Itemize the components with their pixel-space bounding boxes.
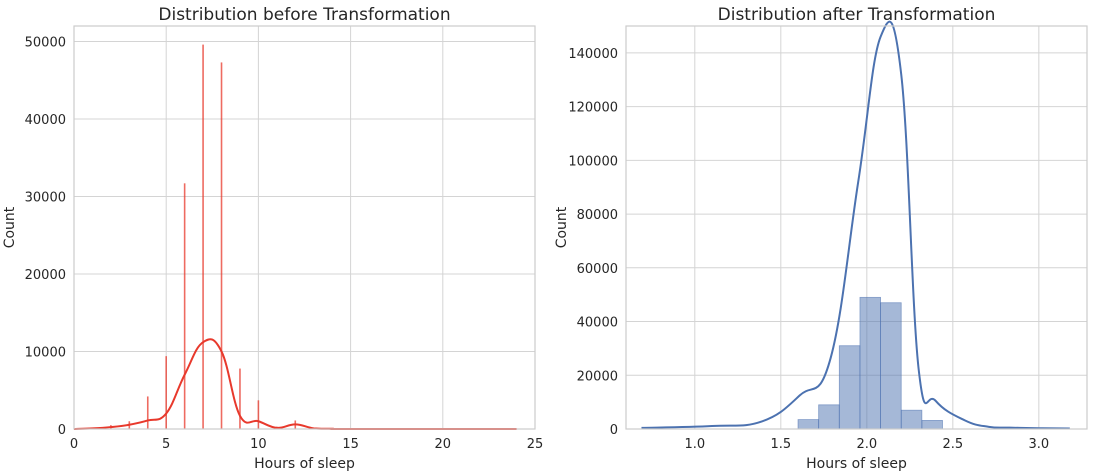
plot-frame	[625, 25, 1088, 430]
histogram-bar	[818, 404, 840, 430]
y-tick-label: 120000	[568, 101, 618, 116]
y-tick-label: 60000	[577, 262, 618, 277]
y-tick-label: 20000	[577, 369, 618, 384]
x-tick-label: 1.5	[770, 437, 791, 452]
histogram-bar	[900, 409, 923, 430]
y-tick-label: 50000	[25, 36, 66, 51]
y-axis-label: Count	[2, 206, 18, 248]
y-tick-label: 30000	[25, 191, 66, 206]
y-tick-label: 40000	[25, 113, 66, 128]
x-axis-label: Hours of sleep	[806, 456, 907, 472]
histogram-bars	[797, 296, 943, 430]
y-axis-label: Count	[554, 206, 570, 248]
histogram-bar	[239, 368, 241, 429]
x-tick-label: 3.0	[1028, 437, 1049, 452]
y-tick-labels: 0 20000 40000 60000 80000 100000 120000 140000	[568, 47, 618, 438]
histogram-bar	[797, 419, 820, 430]
plot-frame	[73, 25, 536, 430]
histogram-bar	[257, 400, 260, 429]
histogram-bar	[921, 420, 943, 430]
y-tick-label: 0	[58, 423, 66, 438]
y-tick-label: 100000	[568, 154, 618, 169]
y-tick-label: 10000	[25, 346, 66, 361]
x-tick-label: 20	[435, 437, 452, 452]
histogram-bar	[838, 345, 861, 430]
x-tick-label: 25	[527, 437, 544, 452]
histogram-bar	[202, 44, 204, 429]
kde-curve	[641, 20, 1070, 430]
y-tick-label: 40000	[577, 316, 618, 331]
x-tick-label: 0	[70, 437, 78, 452]
x-tick-label: 2.5	[942, 437, 963, 452]
y-tick-labels: 0 10000 20000 30000 40000 50000	[25, 36, 66, 439]
x-tick-label: 15	[342, 437, 359, 452]
y-tick-label: 20000	[25, 268, 66, 283]
x-axis-label: Hours of sleep	[254, 456, 355, 472]
y-tick-label: 0	[610, 423, 618, 438]
y-tick-label: 80000	[577, 208, 618, 223]
kde-curve	[73, 338, 517, 431]
x-tick-label: 5	[162, 437, 170, 452]
chart-after-transformation: 1.0 1.5 2.0 2.5 3.0 0 20000 40000 60000 80000 1000…	[554, 5, 1088, 472]
grid-lines	[73, 26, 536, 430]
histogram-bar	[880, 302, 902, 430]
histogram-bars	[91, 44, 518, 430]
x-tick-label: 1.0	[684, 437, 705, 452]
histogram-bar	[165, 356, 167, 429]
chart-before-transformation: 0 5 10 15 20 25 0 10000 20000 30000 40000 50000 Dist…	[2, 5, 543, 472]
x-tick-label: 10	[250, 437, 267, 452]
chart-title: Distribution after Transformation	[718, 5, 996, 25]
x-tick-labels: 0 5 10 15 20 25	[70, 437, 543, 452]
chart-title: Distribution before Transformation	[158, 5, 450, 25]
y-tick-label: 140000	[568, 47, 618, 62]
histogram-bar	[220, 62, 223, 430]
histogram-bar	[859, 296, 881, 430]
x-tick-labels: 1.0 1.5 2.0 2.5 3.0	[684, 437, 1049, 452]
histogram-bar	[183, 183, 186, 429]
x-tick-label: 2.0	[856, 437, 877, 452]
histogram-bar	[146, 396, 149, 429]
